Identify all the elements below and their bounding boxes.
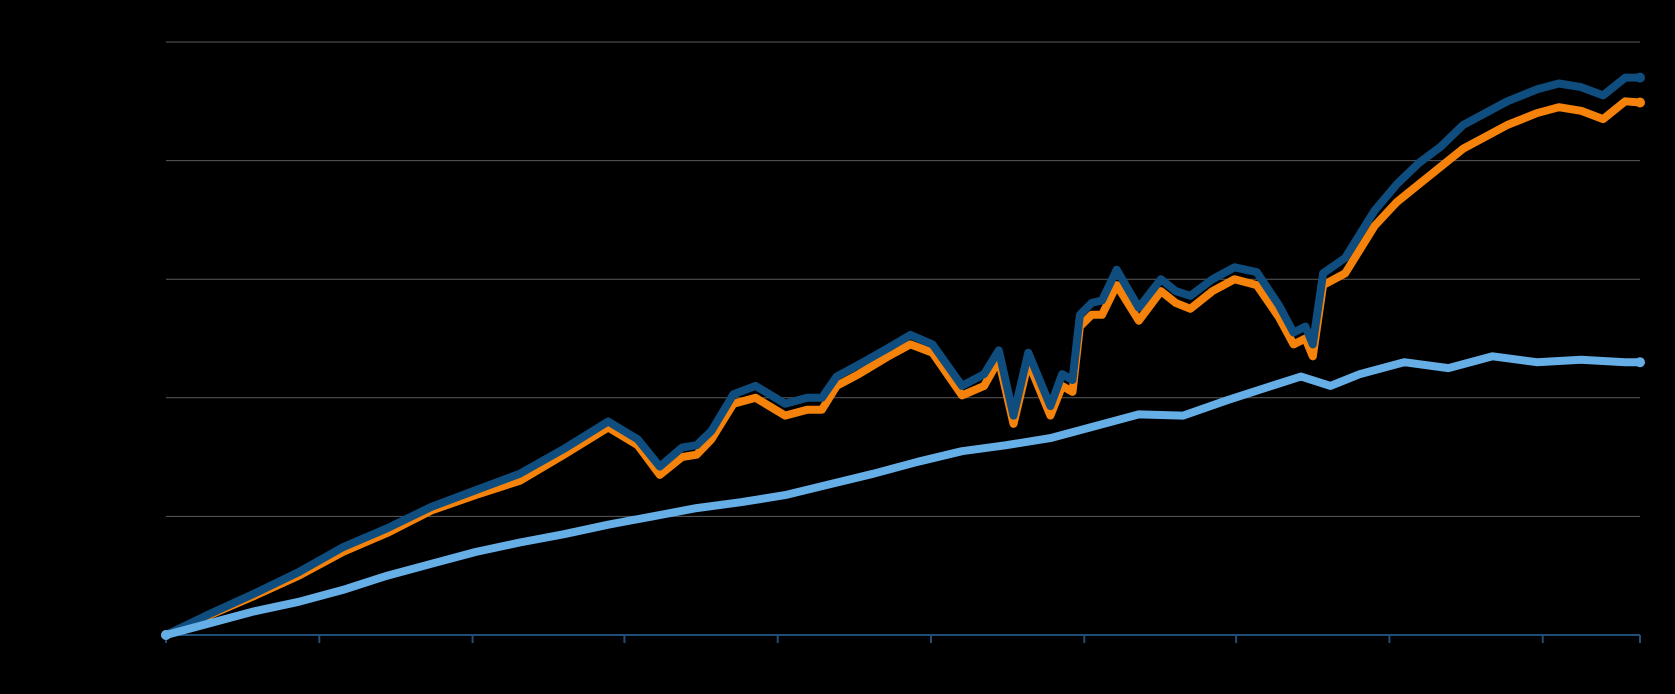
x-axis xyxy=(165,634,1641,643)
series-line-0 xyxy=(162,97,1644,639)
series-start-point-2 xyxy=(161,630,171,640)
series-end-point-0 xyxy=(1635,97,1645,108)
series-line-2 xyxy=(162,352,1644,639)
gridlines xyxy=(166,41,1640,517)
series-line-1 xyxy=(162,73,1644,639)
series-end-point-2 xyxy=(1635,357,1645,368)
series-end-point-1 xyxy=(1635,72,1645,83)
series-lines xyxy=(161,72,1645,640)
